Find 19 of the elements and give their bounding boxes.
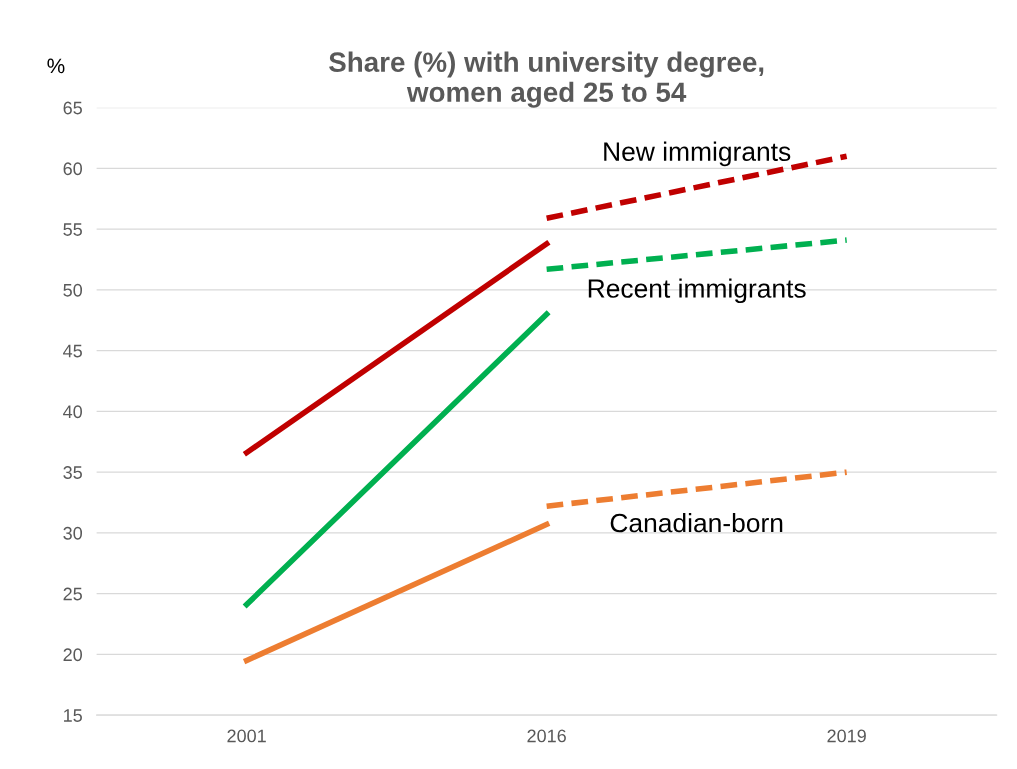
y-axis-title: %: [47, 58, 65, 74]
series-label: Canadian-born: [610, 512, 783, 533]
y-tick-label: 45: [63, 344, 82, 358]
x-tick-label: 2001: [227, 729, 266, 743]
y-tick-label: 20: [63, 648, 83, 662]
y-tick-label: 15: [64, 709, 82, 722]
y-tick-label: 40: [63, 405, 83, 419]
x-tick-label: 2016: [527, 729, 566, 743]
chart-title: Share (%) with university degree, women aged 25 to 54: [329, 51, 764, 108]
y-tick-label: 50: [63, 283, 83, 297]
y-tick-label: 25: [63, 587, 82, 601]
series-label: New immigrants: [604, 141, 791, 167]
y-tick-label: 60: [63, 162, 83, 176]
y-tick-label: 30: [63, 526, 83, 540]
y-tick-label: 65: [63, 101, 82, 115]
series-label: Recent immigrants: [588, 278, 806, 304]
y-tick-label: 55: [63, 223, 82, 236]
y-tick-label: 35: [63, 466, 82, 479]
x-tick-label: 2019: [827, 729, 866, 743]
